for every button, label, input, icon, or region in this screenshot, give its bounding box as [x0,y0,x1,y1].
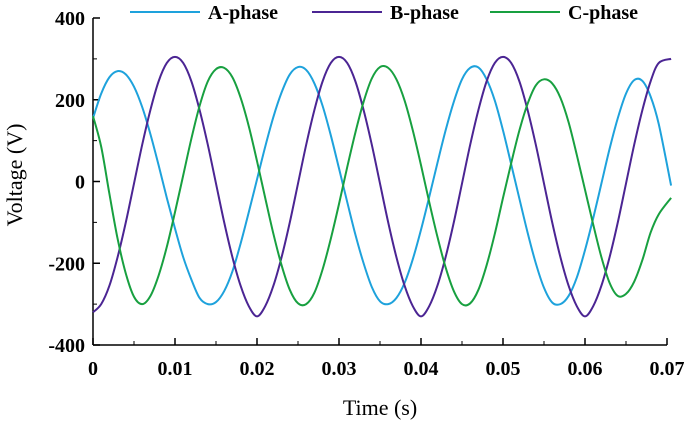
y-tick-label: 400 [55,8,85,30]
series-line-c-phase [92,64,672,307]
legend-label-c-phase: C-phase [568,2,638,24]
x-tick-label: 0.04 [404,358,439,380]
axes: -400 -200 0 200 400 0 0.01 0.02 0.03 0.04 0.05 0.06… [48,8,684,380]
legend-label-a-phase: A-phase [208,2,278,24]
y-axis-title: Voltage (V) [2,124,27,227]
series-line-b-phase [92,55,672,318]
x-tick-label: 0.06 [568,358,603,380]
x-tick-label: 0.02 [240,358,275,380]
x-axis-title: Time (s) [343,395,417,420]
x-tick-label: 0.01 [158,358,193,380]
x-tick-label: 0.03 [322,358,357,380]
x-tick-label: 0.07 [650,358,685,380]
legend-label-b-phase: B-phase [390,2,459,24]
legend: A-phase B-phase C-phase [130,2,638,24]
x-tick-label: 0 [88,358,98,380]
y-tick-label: 0 [75,172,85,194]
series-lines [92,55,673,318]
y-tick-label: 200 [55,90,85,112]
x-tick-label: 0.05 [486,358,521,380]
y-tick-label: -400 [48,335,85,357]
y-tick-label: -200 [48,253,85,275]
